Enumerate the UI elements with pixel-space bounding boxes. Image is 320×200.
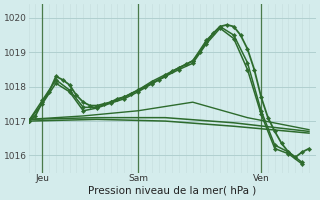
X-axis label: Pression niveau de la mer( hPa ): Pression niveau de la mer( hPa ) [88, 186, 256, 196]
